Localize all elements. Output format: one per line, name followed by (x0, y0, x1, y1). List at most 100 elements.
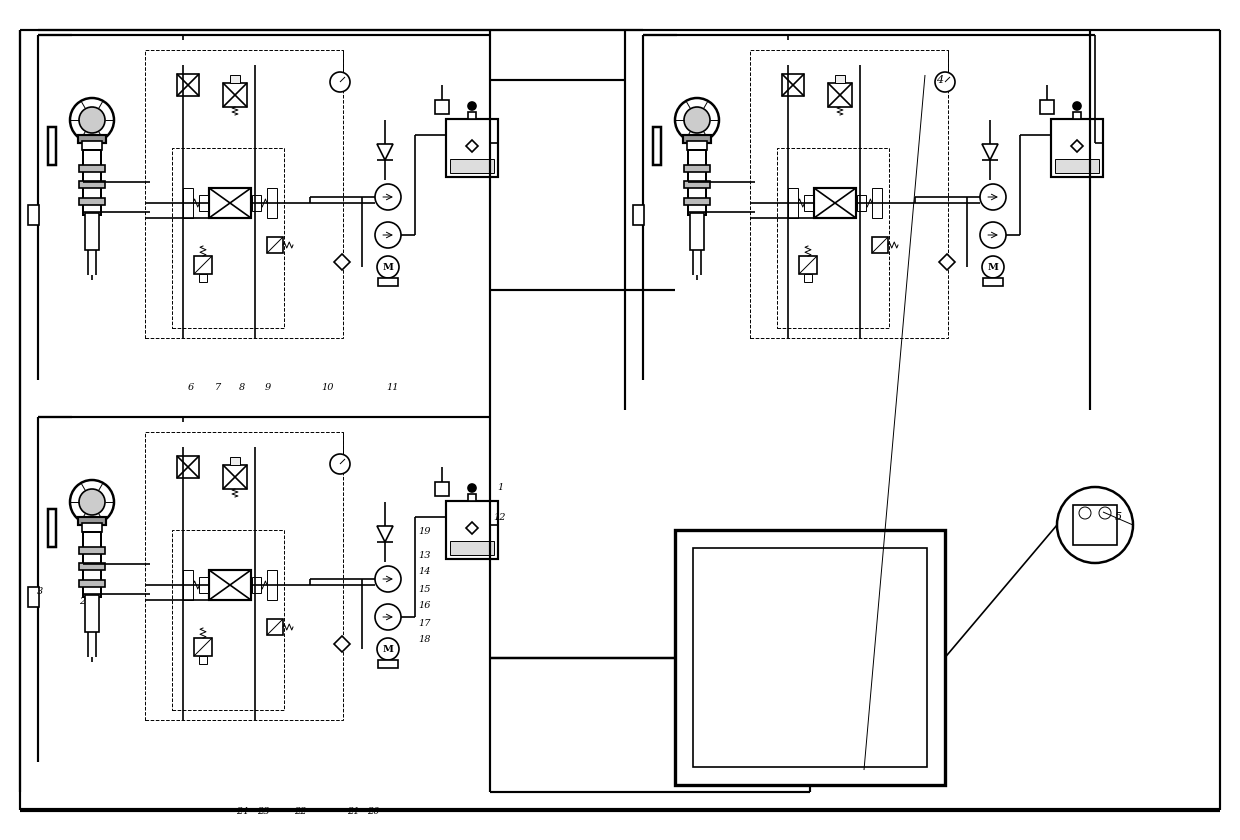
Bar (857, 195, 866, 211)
Polygon shape (377, 144, 393, 160)
Bar (378, 278, 398, 286)
Bar (1073, 505, 1117, 545)
Circle shape (330, 72, 350, 92)
Bar (835, 75, 844, 83)
Text: 20: 20 (367, 807, 379, 816)
Circle shape (1056, 487, 1133, 563)
Circle shape (374, 566, 401, 592)
Text: 1: 1 (497, 482, 503, 491)
Bar (450, 541, 494, 555)
Circle shape (374, 184, 401, 210)
Bar (378, 660, 398, 668)
Bar (184, 570, 193, 600)
Circle shape (330, 454, 350, 474)
Text: M: M (383, 262, 393, 271)
Bar (267, 570, 277, 600)
Bar (78, 517, 105, 525)
Bar (198, 195, 208, 211)
Polygon shape (1071, 140, 1083, 152)
Bar (782, 74, 804, 96)
Circle shape (980, 222, 1006, 248)
Circle shape (1099, 507, 1111, 519)
Bar (252, 577, 260, 593)
Bar (193, 256, 212, 274)
Text: 12: 12 (494, 512, 506, 522)
Circle shape (69, 480, 114, 524)
Circle shape (467, 484, 476, 492)
Text: 2: 2 (79, 597, 86, 606)
Bar (48, 127, 56, 165)
Bar (267, 188, 277, 218)
Text: 17: 17 (419, 618, 432, 627)
Text: 13: 13 (419, 550, 432, 559)
Text: 21: 21 (347, 807, 360, 816)
Bar (79, 198, 105, 205)
Polygon shape (982, 144, 998, 160)
Bar (687, 141, 707, 150)
Bar (78, 135, 105, 143)
Bar (804, 274, 812, 282)
Text: 16: 16 (419, 601, 432, 611)
Polygon shape (939, 254, 955, 270)
Bar (145, 432, 343, 720)
Bar (267, 619, 283, 635)
Text: 9: 9 (265, 382, 272, 391)
Bar (1055, 159, 1099, 173)
Text: 7: 7 (215, 382, 221, 391)
Bar (693, 548, 928, 767)
Circle shape (1073, 102, 1081, 110)
Text: 18: 18 (419, 636, 432, 644)
Text: 6: 6 (188, 382, 195, 391)
Bar (172, 148, 284, 328)
Bar (799, 256, 817, 274)
Polygon shape (377, 526, 393, 542)
Bar (223, 83, 247, 107)
Bar (632, 205, 644, 225)
Circle shape (377, 638, 399, 660)
Bar (689, 213, 704, 250)
Bar (184, 188, 193, 218)
Bar (145, 50, 343, 338)
Bar (223, 465, 247, 489)
Bar (79, 563, 105, 570)
Bar (229, 75, 241, 83)
Text: 5: 5 (1115, 512, 1121, 522)
Bar (450, 159, 494, 173)
Bar (435, 100, 449, 114)
Text: M: M (383, 644, 393, 654)
Bar (29, 587, 38, 607)
Bar (683, 135, 711, 143)
Circle shape (982, 256, 1004, 278)
Circle shape (69, 98, 114, 142)
Bar (252, 195, 260, 211)
Bar (467, 112, 476, 119)
Bar (86, 595, 99, 632)
Bar (29, 205, 38, 225)
Text: 22: 22 (294, 807, 306, 816)
Text: 14: 14 (419, 568, 432, 576)
Polygon shape (466, 140, 477, 152)
Circle shape (1079, 507, 1091, 519)
Bar (872, 237, 888, 253)
Bar (82, 523, 102, 532)
Text: 4: 4 (936, 75, 944, 85)
Bar (1073, 112, 1081, 119)
Bar (804, 195, 813, 211)
Bar (1052, 119, 1104, 177)
Circle shape (675, 98, 719, 142)
Bar (435, 482, 449, 496)
Bar (86, 213, 99, 250)
Bar (467, 494, 476, 501)
Text: 15: 15 (419, 585, 432, 594)
Circle shape (374, 604, 401, 630)
Bar (177, 74, 198, 96)
Bar (79, 547, 105, 554)
Bar (684, 181, 711, 188)
Polygon shape (334, 254, 350, 270)
Text: 23: 23 (257, 807, 269, 816)
Bar (229, 457, 241, 465)
Bar (828, 83, 852, 107)
Bar (688, 150, 706, 215)
Circle shape (79, 107, 105, 133)
Bar (210, 188, 250, 218)
